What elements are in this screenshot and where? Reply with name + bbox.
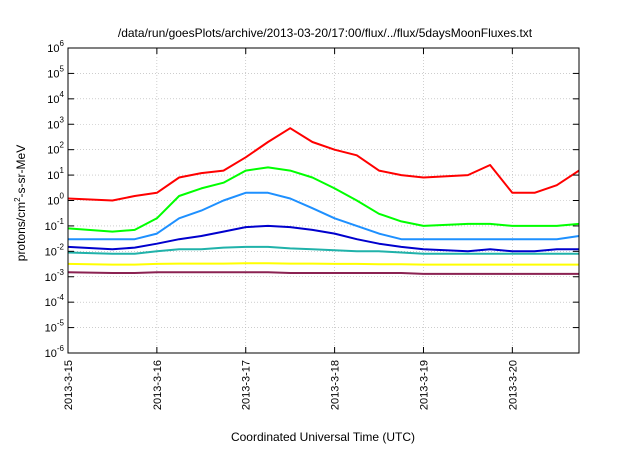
y-tick-label: 102 [47,141,64,157]
y-tick-exponent: -3 [57,268,65,277]
series-line-7 [67,271,579,275]
x-tick-label: 2013-3-18 [330,360,342,410]
y-axis-label-sup: 2 [13,197,22,202]
y-tick-label: 104 [47,90,64,106]
y-tick-labels: 10610510410310210110010-110-210-310-410-… [45,39,65,360]
plot-frame [67,47,580,354]
y-tick-exponent: 3 [60,115,65,124]
y-tick-exponent: -5 [57,319,65,328]
y-tick-base: 10 [47,196,59,208]
y-tick-base: 10 [45,297,57,309]
y-tick-exponent: 1 [60,166,65,175]
y-tick-label: 101 [47,166,64,182]
y-tick-exponent: 0 [60,192,65,201]
y-tick-exponent: -4 [57,293,65,302]
y-tick-base: 10 [47,145,59,157]
y-tick-label: 100 [47,192,64,208]
y-tick-label: 105 [47,64,64,80]
y-tick-exponent: 4 [60,90,65,99]
axes [67,47,580,354]
y-tick-base: 10 [45,348,57,360]
y-tick-base: 10 [45,272,57,284]
y-axis-label-post: -s-sr-MeV [14,145,28,198]
y-tick-base: 10 [47,94,59,106]
y-axis-label: protons/cm2-s-sr-MeV [13,145,28,261]
y-tick-base: 10 [47,43,59,55]
y-tick-base: 10 [47,68,59,80]
y-tick-base: 10 [47,119,59,131]
y-tick-label: 10-1 [45,217,65,233]
y-tick-label: 10-3 [45,268,65,284]
series-line-3 [68,191,580,241]
x-axis-label: Coordinated Universal Time (UTC) [231,430,415,444]
x-tick-label: 2013-3-20 [507,360,519,410]
y-tick-exponent: 5 [60,64,65,73]
y-tick-exponent: -2 [57,242,65,251]
y-tick-label: 10-2 [45,242,65,258]
x-tick-label: 2013-3-16 [152,360,164,410]
series-line-2 [67,166,580,233]
y-tick-base: 10 [47,170,59,182]
y-tick-exponent: -1 [57,217,65,226]
grid [67,47,579,354]
series-line-4 [67,224,579,253]
y-tick-exponent: 6 [60,39,65,48]
x-tick-label: 2013-3-17 [241,360,253,410]
y-tick-label: 10-4 [45,293,65,309]
y-tick-label: 10-6 [45,344,65,360]
chart-title: /data/run/goesPlots/archive/2013-03-20/1… [118,26,533,40]
series-line-6 [67,262,579,266]
y-tick-base: 10 [45,323,57,335]
y-tick-label: 10-5 [45,319,65,335]
y-tick-label: 103 [47,115,64,131]
y-tick-base: 10 [45,246,57,258]
series-line-1 [67,127,580,202]
y-axis-label-pre: protons/cm [14,202,28,261]
y-tick-label: 106 [47,39,64,55]
series-line-5 [67,245,579,255]
y-tick-exponent: -6 [57,344,65,353]
x-tick-label: 2013-3-15 [63,360,75,410]
y-tick-base: 10 [45,221,57,233]
x-tick-labels: 2013-3-15 2013-3-16 2013-3-17 2013-3-18 2013… [63,360,519,410]
x-tick-label: 2013-3-19 [418,360,430,410]
series-layer [67,127,580,275]
y-tick-exponent: 2 [60,141,65,150]
